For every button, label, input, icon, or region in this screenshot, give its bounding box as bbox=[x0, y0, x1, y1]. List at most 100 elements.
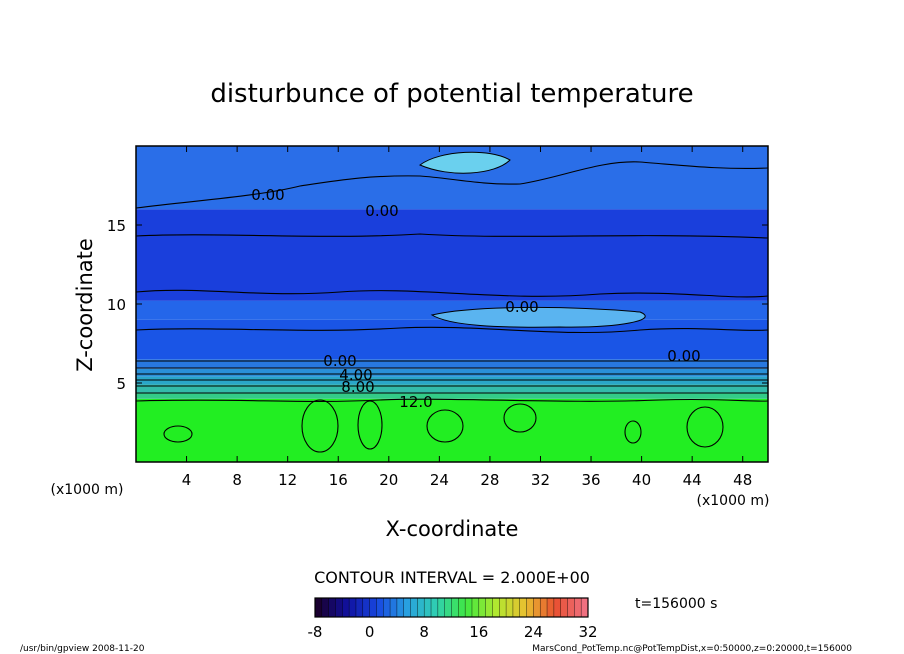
contour-label-3: 0.00 bbox=[323, 352, 356, 370]
x-tick-label-7: 32 bbox=[531, 471, 550, 489]
x-tick-label-5: 24 bbox=[430, 471, 449, 489]
colorbar: -8 0 8 16 24 32 bbox=[308, 597, 598, 641]
field-layer-0 bbox=[136, 398, 768, 462]
colorbar-tick-label-0: -8 bbox=[308, 623, 323, 641]
colorbar-cell-12 bbox=[396, 598, 405, 617]
chart-title: disturbunce of potential temperature bbox=[210, 79, 693, 109]
time-label: t=156000 s bbox=[635, 596, 717, 612]
colorbar-tick-label-3: 16 bbox=[469, 623, 488, 641]
contour-closed-2 bbox=[357, 400, 383, 450]
colorbar-cell-3 bbox=[335, 598, 343, 617]
field-layer-5 bbox=[136, 359, 768, 369]
colorbar-cell-14 bbox=[410, 598, 418, 617]
colorbar-cell-10 bbox=[383, 598, 391, 617]
x-unit-right: (x1000 m) bbox=[697, 493, 770, 509]
colorbar-cell-8 bbox=[369, 598, 377, 617]
colorbar-cell-34 bbox=[547, 598, 555, 617]
colorbar-cell-23 bbox=[471, 598, 480, 617]
colorbar-cell-11 bbox=[390, 598, 398, 617]
x-axis-label: X-coordinate bbox=[386, 517, 519, 541]
colorbar-tick-label-5: 32 bbox=[578, 623, 597, 641]
x-tick-label-0: 4 bbox=[182, 471, 192, 489]
colorbar-cell-2 bbox=[328, 598, 336, 617]
colorbar-cell-9 bbox=[376, 598, 384, 617]
colorbar-cell-0 bbox=[315, 598, 323, 617]
colorbar-cell-4 bbox=[342, 598, 350, 617]
contour-label-4: 4.00 bbox=[339, 366, 372, 384]
y-axis-label: Z-coordinate bbox=[73, 238, 97, 372]
contour-label-7: 0.00 bbox=[667, 347, 700, 365]
y-tick-label-1: 10 bbox=[107, 296, 126, 314]
contour-blob-top bbox=[419, 151, 511, 174]
x-tick-label-9: 40 bbox=[632, 471, 651, 489]
contour-line-3 bbox=[135, 326, 769, 334]
y-tick-label-0: 5 bbox=[116, 375, 126, 393]
colorbar-cell-18 bbox=[437, 598, 445, 617]
colorbar-cell-1 bbox=[321, 598, 329, 617]
contour-label-5: 8.00 bbox=[341, 378, 374, 396]
y-tick-label-2: 15 bbox=[107, 217, 126, 235]
colorbar-cell-26 bbox=[492, 598, 500, 617]
x-tick-label-10: 44 bbox=[683, 471, 702, 489]
colorbar-cell-37 bbox=[567, 598, 575, 617]
contour-band-mid bbox=[430, 306, 646, 328]
contour-label-1: 0.00 bbox=[365, 202, 398, 220]
contour-closed-6 bbox=[686, 406, 724, 448]
x-tick-label-3: 16 bbox=[329, 471, 348, 489]
colorbar-cell-30 bbox=[519, 598, 527, 617]
x-tick-label-6: 28 bbox=[480, 471, 499, 489]
contour-label-0: 0.00 bbox=[251, 186, 284, 204]
field-layer-3 bbox=[136, 376, 768, 385]
field-layer-8 bbox=[136, 209, 768, 301]
field-layer-1 bbox=[136, 392, 768, 399]
contour-line-0 bbox=[135, 161, 769, 209]
x-tick-label-4: 20 bbox=[379, 471, 398, 489]
x-tick-label-8: 36 bbox=[581, 471, 600, 489]
colorbar-cell-15 bbox=[417, 598, 425, 617]
footer-left: /usr/bin/gpview 2008-11-20 bbox=[20, 644, 145, 654]
colorbar-cell-22 bbox=[465, 598, 473, 617]
colorbar-cell-39 bbox=[581, 598, 589, 617]
x-tick-label-11: 48 bbox=[733, 471, 752, 489]
colorbar-cell-35 bbox=[553, 598, 561, 617]
colorbar-cell-32 bbox=[533, 598, 541, 617]
contour-label-2: 0.00 bbox=[505, 298, 538, 316]
contour-label-6: 12.0 bbox=[399, 393, 432, 411]
colorbar-cell-29 bbox=[512, 598, 521, 617]
colorbar-cell-38 bbox=[574, 598, 582, 617]
contour-closed-3 bbox=[426, 409, 464, 443]
colorbar-frame bbox=[314, 597, 589, 618]
field-layer-2 bbox=[136, 384, 768, 393]
colorbar-cell-27 bbox=[499, 598, 507, 617]
contour-closed-5 bbox=[624, 420, 642, 444]
x-unit-left: (x1000 m) bbox=[51, 482, 124, 498]
contour-line-1 bbox=[135, 233, 769, 239]
field-layer-4 bbox=[136, 368, 768, 377]
colorbar-cell-19 bbox=[444, 598, 452, 617]
contour-closed-0 bbox=[163, 425, 193, 443]
colorbar-tick-label-2: 8 bbox=[419, 623, 429, 641]
colorbar-cell-16 bbox=[424, 598, 432, 617]
colorbar-cell-6 bbox=[355, 598, 364, 617]
colorbar-cell-5 bbox=[349, 598, 357, 617]
colorbar-tick-label-4: 24 bbox=[524, 623, 543, 641]
colorbar-cell-13 bbox=[403, 598, 411, 617]
colorbar-cell-25 bbox=[485, 598, 493, 617]
colorbar-cell-20 bbox=[451, 598, 459, 617]
contour-closed-4 bbox=[503, 403, 537, 433]
colorbar-tick-label-1: 0 bbox=[365, 623, 375, 641]
x-tick-label-2: 12 bbox=[278, 471, 297, 489]
colorbar-cell-24 bbox=[478, 598, 486, 617]
colorbar-cell-31 bbox=[526, 598, 534, 617]
field-layer-6 bbox=[136, 319, 768, 360]
footer-right: MarsCond_PotTemp.nc@PotTempDist,x=0:5000… bbox=[532, 644, 852, 654]
contour-closed-1 bbox=[301, 399, 339, 453]
colorbar-cell-17 bbox=[431, 598, 439, 617]
contour-interval-label: CONTOUR INTERVAL = 2.000E+00 bbox=[314, 568, 590, 587]
colorbar-cell-33 bbox=[540, 598, 548, 617]
contour-line-2 bbox=[135, 289, 769, 298]
contour-line-10 bbox=[135, 398, 769, 402]
colorbar-cell-36 bbox=[560, 598, 568, 617]
